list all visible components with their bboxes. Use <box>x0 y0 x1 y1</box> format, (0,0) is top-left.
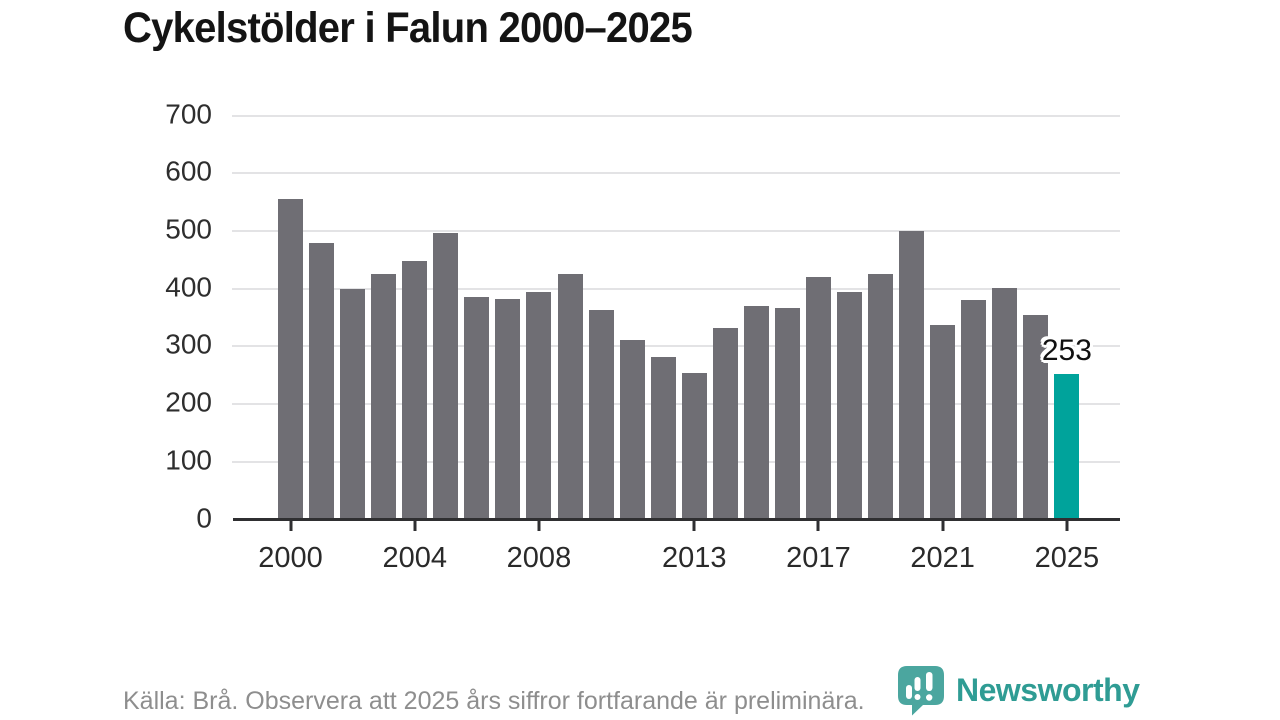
bar-2014 <box>712 327 738 520</box>
y-axis-label-100: 100 <box>165 444 212 476</box>
bar-2015 <box>743 306 769 520</box>
bar-2024 <box>1023 314 1049 520</box>
bar-2017 <box>805 276 831 520</box>
bar-2025 <box>1054 373 1080 520</box>
y-axis-label-0: 0 <box>196 502 212 534</box>
x-axis-label-2017: 2017 <box>786 542 851 574</box>
bar-2000 <box>278 199 303 520</box>
x-axis-tick-2017 <box>816 521 820 531</box>
x-axis-line <box>233 518 1120 521</box>
bar-2003 <box>371 273 397 520</box>
x-axis-tick-2000 <box>289 521 292 531</box>
bar-2006 <box>464 296 490 520</box>
newsworthy-pin-barchart-icon <box>898 666 944 716</box>
bar-2022 <box>961 300 987 520</box>
gridline-200 <box>232 403 1120 406</box>
x-axis-tick-2013 <box>692 521 696 531</box>
x-axis-tick-2025 <box>1065 521 1069 531</box>
gridline-500 <box>232 230 1120 233</box>
y-axis-label-200: 200 <box>165 386 212 418</box>
bar-2018 <box>837 292 862 520</box>
y-axis-label-400: 400 <box>165 271 212 303</box>
chart-title: Cykelstölder i Falun 2000–2025 <box>123 4 693 52</box>
bar-2013 <box>681 372 707 520</box>
y-axis-label-700: 700 <box>165 98 212 130</box>
x-axis-label-2025: 2025 <box>1034 542 1100 574</box>
x-axis-label-2000: 2000 <box>258 542 323 574</box>
bar-2023 <box>992 288 1018 520</box>
bar-2020 <box>899 231 925 520</box>
x-axis-label-2004: 2004 <box>382 542 447 574</box>
x-axis-label-2013: 2013 <box>661 542 727 574</box>
bar-2001 <box>309 242 335 520</box>
bar-2007 <box>495 298 521 520</box>
bar-2009 <box>557 273 583 520</box>
bar-2005 <box>433 233 459 520</box>
x-axis-tick-2008 <box>537 521 541 531</box>
bar-2004 <box>402 261 428 520</box>
x-axis-tick-2021 <box>941 521 945 531</box>
y-axis-label-500: 500 <box>165 213 212 245</box>
x-axis-tick-2004 <box>413 521 417 531</box>
bar-2019 <box>868 273 894 520</box>
gridline-400 <box>232 287 1120 290</box>
newsworthy-wordmark: Newsworthy <box>956 672 1140 708</box>
bar-2016 <box>774 307 800 520</box>
bar-2002 <box>340 288 366 520</box>
gridline-700 <box>232 114 1120 117</box>
x-axis-label-2021: 2021 <box>910 542 975 574</box>
gridline-300 <box>232 345 1120 348</box>
gridline-100 <box>232 460 1120 463</box>
x-axis-label-2008: 2008 <box>506 542 572 574</box>
bar-2012 <box>650 356 676 520</box>
y-axis-label-600: 600 <box>165 156 212 188</box>
y-axis-label-300: 300 <box>165 329 212 361</box>
bar-2008 <box>526 292 552 520</box>
source-note: Källa: Brå. Observera att 2025 års siffr… <box>123 687 865 715</box>
newsworthy-logo[interactable]: Newsworthy <box>895 664 1140 716</box>
bar-2021 <box>930 325 956 520</box>
bar-2010 <box>588 309 614 520</box>
value-annotation-2025: 253 <box>1041 333 1092 367</box>
bar-2011 <box>619 340 645 520</box>
gridline-600 <box>232 172 1120 175</box>
